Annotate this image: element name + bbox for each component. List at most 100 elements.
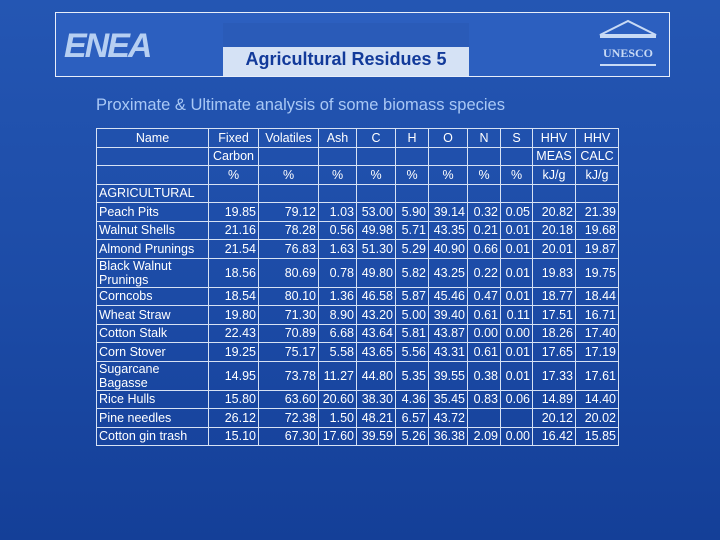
value-cell: 6.57 bbox=[395, 408, 429, 428]
section-row: AGRICULTURAL bbox=[96, 183, 619, 203]
value-cell: 0.78 bbox=[318, 257, 357, 288]
value-cell: 70.89 bbox=[258, 323, 319, 343]
value-cell: 39.59 bbox=[356, 426, 396, 446]
value-cell: 43.65 bbox=[356, 342, 396, 362]
value-cell: 80.69 bbox=[258, 257, 319, 288]
header-cell: % bbox=[500, 165, 533, 185]
value-cell: 78.28 bbox=[258, 220, 319, 240]
value-cell: 17.40 bbox=[575, 323, 619, 343]
name-cell: Peach Pits bbox=[96, 202, 209, 222]
value-cell: 0.05 bbox=[500, 202, 533, 222]
value-cell: 80.10 bbox=[258, 286, 319, 306]
header-cell: Name bbox=[96, 128, 209, 148]
value-cell: 43.87 bbox=[428, 323, 468, 343]
value-cell: 20.02 bbox=[575, 408, 619, 428]
value-cell: 19.25 bbox=[208, 342, 259, 362]
header-row: %%%%%%%% kJ/g kJ/g bbox=[96, 165, 619, 185]
value-cell: 1.36 bbox=[318, 286, 357, 306]
value-cell: 20.18 bbox=[532, 220, 576, 240]
data-row: Walnut Shells 21.16 78.28 0.56 49.98 5.71 43.3… bbox=[96, 220, 619, 240]
header-cell bbox=[96, 146, 209, 166]
logo-enea: ENEA bbox=[64, 27, 152, 65]
empty-cell bbox=[428, 183, 468, 203]
value-cell: 43.25 bbox=[428, 257, 468, 288]
value-cell: 5.90 bbox=[395, 202, 429, 222]
value-cell: 0.66 bbox=[467, 239, 501, 259]
header-cell bbox=[395, 146, 429, 166]
name-cell: Cotton gin trash bbox=[96, 426, 209, 446]
value-cell: 26.12 bbox=[208, 408, 259, 428]
value-cell: 1.50 bbox=[318, 408, 357, 428]
header-cell bbox=[318, 146, 357, 166]
value-cell: 5.29 bbox=[395, 239, 429, 259]
value-cell bbox=[500, 408, 533, 428]
data-row: Almond Prunings 21.54 76.83 1.63 51.30 5.29 40… bbox=[96, 239, 619, 259]
header-cell: O bbox=[428, 128, 468, 148]
header-cell: % bbox=[428, 165, 468, 185]
header-cell bbox=[96, 165, 209, 185]
logo-text: UNESCO bbox=[603, 46, 653, 60]
value-cell: 43.20 bbox=[356, 305, 396, 325]
logo-unesco: UNESCO bbox=[599, 19, 657, 66]
value-cell: 43.35 bbox=[428, 220, 468, 240]
value-cell: 8.90 bbox=[318, 305, 357, 325]
data-table: Name Fixed Volatiles Ash C H O N S HHV HHV Carbon ME… bbox=[96, 128, 619, 446]
header: ENEA Agricultural Residues 5 UNESCO bbox=[55, 12, 670, 77]
header-cell: % bbox=[208, 165, 259, 185]
header-cell: CALC bbox=[575, 146, 619, 166]
value-cell: 19.68 bbox=[575, 220, 619, 240]
data-row: Pine needles 26.12 72.38 1.50 48.21 6.57 43.72… bbox=[96, 408, 619, 428]
header-cell: C bbox=[356, 128, 396, 148]
data-row: Black Walnut Prunings 18.56 80.69 0.78 49.80… bbox=[96, 257, 619, 288]
value-cell: 14.40 bbox=[575, 389, 619, 409]
value-cell: 0.01 bbox=[500, 360, 533, 391]
value-cell: 43.31 bbox=[428, 342, 468, 362]
data-row: Wheat Straw 19.80 71.30 8.90 43.20 5.00 39.40 0… bbox=[96, 305, 619, 325]
header-cell: H bbox=[395, 128, 429, 148]
value-cell: 0.11 bbox=[500, 305, 533, 325]
name-cell: Corn Stover bbox=[96, 342, 209, 362]
value-cell: 0.56 bbox=[318, 220, 357, 240]
header-cell: % bbox=[395, 165, 429, 185]
value-cell: 20.60 bbox=[318, 389, 357, 409]
value-cell: 76.83 bbox=[258, 239, 319, 259]
value-cell: 5.26 bbox=[395, 426, 429, 446]
value-cell: 5.71 bbox=[395, 220, 429, 240]
value-cell: 17.51 bbox=[532, 305, 576, 325]
name-cell: Almond Prunings bbox=[96, 239, 209, 259]
empty-cell bbox=[575, 183, 619, 203]
header-cell: N bbox=[467, 128, 501, 148]
value-cell: 1.03 bbox=[318, 202, 357, 222]
value-cell: 48.21 bbox=[356, 408, 396, 428]
header-cell: kJ/g bbox=[532, 165, 576, 185]
slide-title: Agricultural Residues 5 bbox=[245, 49, 447, 69]
name-cell: Sugarcane Bagasse bbox=[96, 360, 209, 391]
value-cell: 0.06 bbox=[500, 389, 533, 409]
header-cell bbox=[467, 146, 501, 166]
value-cell: 72.38 bbox=[258, 408, 319, 428]
name-cell: Pine needles bbox=[96, 408, 209, 428]
title-box: Agricultural Residues 5 bbox=[223, 23, 469, 76]
value-cell: 17.65 bbox=[532, 342, 576, 362]
value-cell: 0.38 bbox=[467, 360, 501, 391]
data-row: Cotton gin trash 15.10 67.30 17.60 39.59 5.26… bbox=[96, 426, 619, 446]
value-cell: 18.77 bbox=[532, 286, 576, 306]
value-cell: 51.30 bbox=[356, 239, 396, 259]
value-cell: 0.22 bbox=[467, 257, 501, 288]
name-cell: Wheat Straw bbox=[96, 305, 209, 325]
value-cell: 19.85 bbox=[208, 202, 259, 222]
empty-cell bbox=[532, 183, 576, 203]
value-cell: 0.61 bbox=[467, 305, 501, 325]
subtitle: Proximate & Ultimate analysis of some bi… bbox=[96, 96, 505, 114]
value-cell: 5.87 bbox=[395, 286, 429, 306]
value-cell: 16.71 bbox=[575, 305, 619, 325]
name-cell: Black Walnut Prunings bbox=[96, 257, 209, 288]
value-cell: 43.64 bbox=[356, 323, 396, 343]
value-cell: 40.90 bbox=[428, 239, 468, 259]
value-cell: 49.80 bbox=[356, 257, 396, 288]
value-cell: 0.00 bbox=[467, 323, 501, 343]
value-cell: 21.39 bbox=[575, 202, 619, 222]
value-cell: 0.01 bbox=[500, 257, 533, 288]
value-cell: 38.30 bbox=[356, 389, 396, 409]
empty-cell bbox=[356, 183, 396, 203]
